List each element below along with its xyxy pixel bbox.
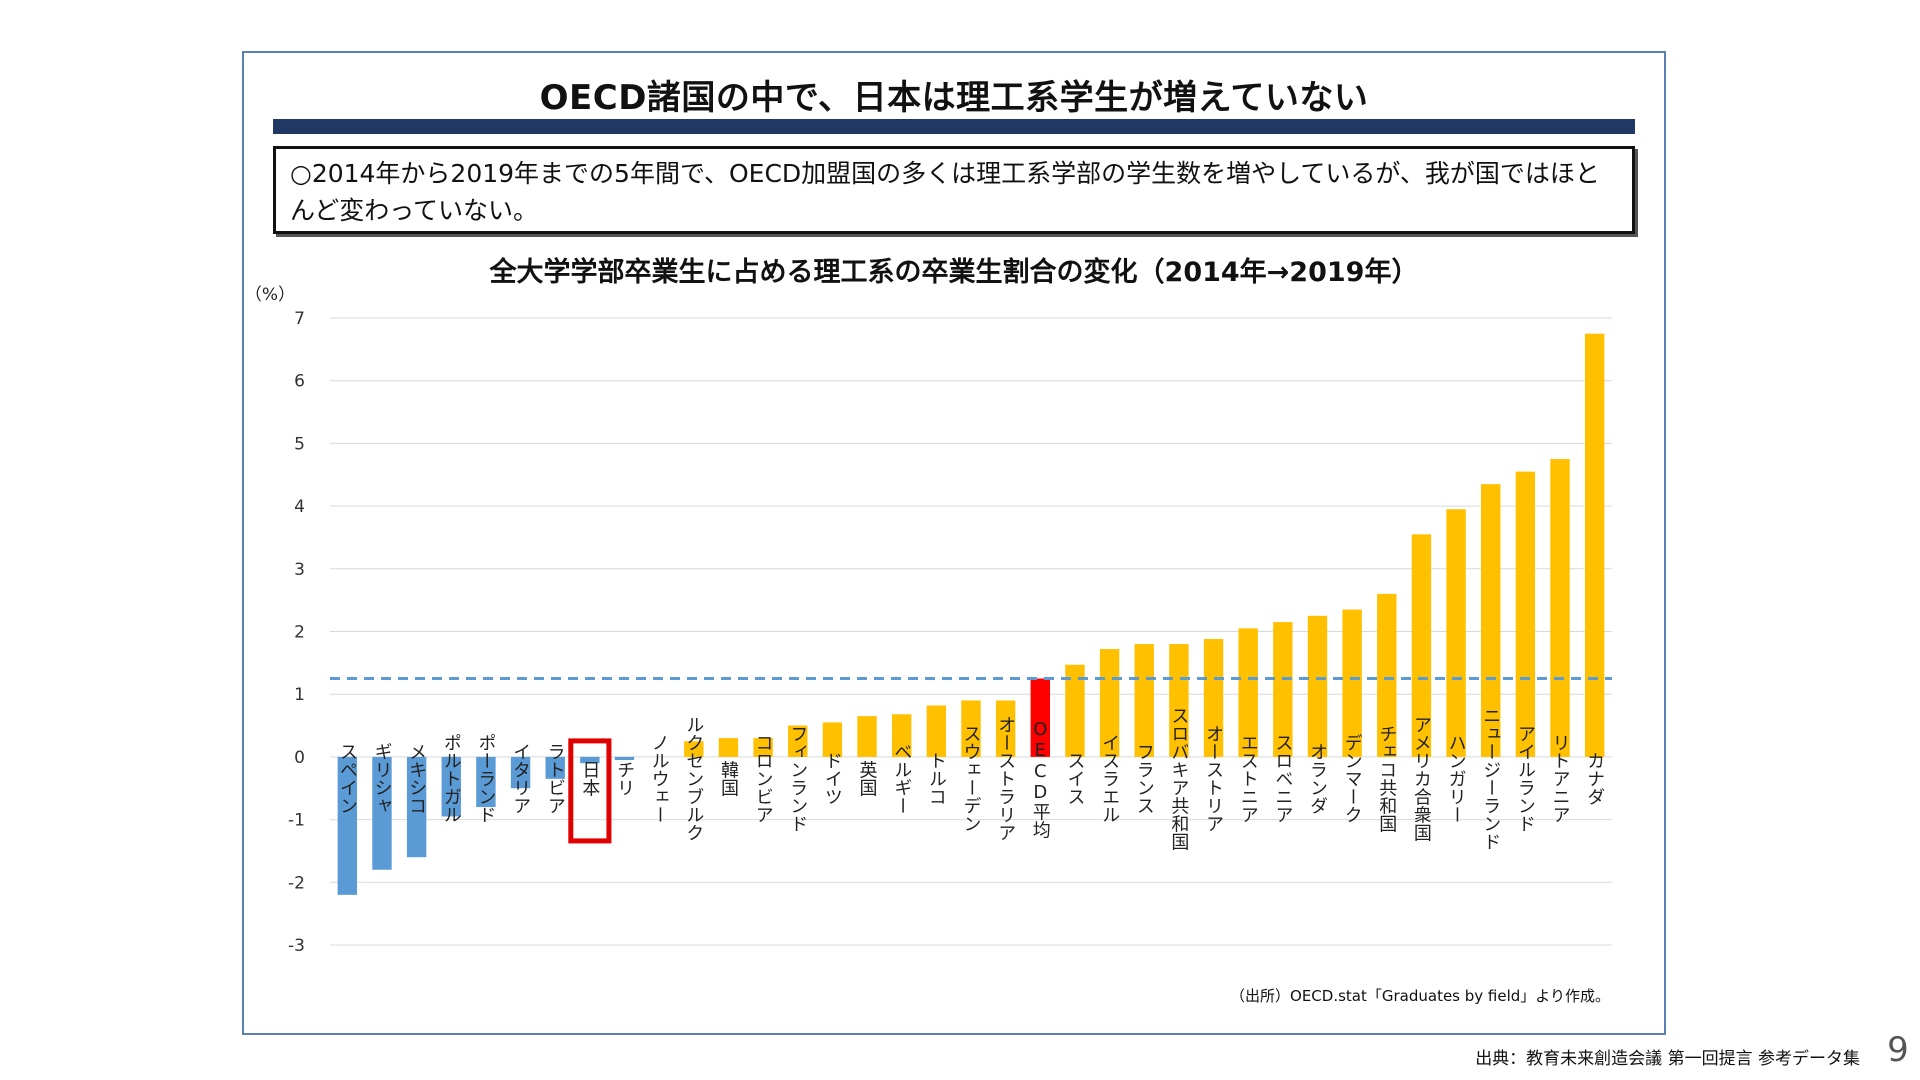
bar <box>1342 609 1362 757</box>
category-label: スウェーデン <box>961 725 982 833</box>
category-label: 日本 <box>579 761 600 797</box>
bar <box>961 700 981 757</box>
category-label: メキシコ <box>406 743 427 815</box>
category-label: 英国 <box>857 761 878 797</box>
slide-title: OECD諸国の中で、日本は理工系学生が増えていない <box>539 78 1369 118</box>
y-tick-label: -1 <box>288 811 305 831</box>
category-label: オーストラリア <box>995 716 1016 842</box>
category-label: スロベニア <box>1272 734 1293 824</box>
bar <box>476 756 496 808</box>
bar <box>1377 593 1397 757</box>
category-label: スイス <box>1064 752 1085 806</box>
category-label: オランダ <box>1307 743 1328 815</box>
category-label: デンマーク <box>1342 734 1363 824</box>
category-label: トルコ <box>926 752 947 806</box>
bar <box>753 738 773 757</box>
y-axis-label: （%） <box>245 285 295 305</box>
category-label: フランス <box>1134 743 1155 815</box>
bar <box>1584 333 1605 757</box>
category-label: チリ <box>614 761 635 797</box>
category-label: リトアニア <box>1550 734 1571 824</box>
bar <box>1550 459 1570 757</box>
bar <box>788 725 808 757</box>
category-label: OECD平均 <box>1030 719 1051 840</box>
bar <box>822 722 843 757</box>
bar <box>926 705 947 757</box>
category-label: スペイン <box>337 743 358 815</box>
bar <box>580 756 600 764</box>
y-tick-label: 7 <box>294 309 305 329</box>
bar <box>614 756 635 761</box>
bar <box>1411 534 1432 757</box>
y-tick-label: 3 <box>294 560 305 580</box>
category-label: ベルギー <box>891 743 912 815</box>
bar <box>1307 615 1328 757</box>
category-label: ラトビア <box>545 743 566 815</box>
bar <box>1099 649 1120 757</box>
summary-box: ○2014年から2019年までの5年間で、OECD加盟国の多くは理工系学部の学生… <box>273 146 1635 234</box>
category-label: ルクセンブルク <box>683 716 704 842</box>
category-label: 韓国 <box>718 761 739 797</box>
bar <box>1481 484 1501 757</box>
y-tick-label: 5 <box>294 434 305 454</box>
gridlines <box>330 317 1612 946</box>
bar <box>892 714 912 757</box>
y-tick-label: -2 <box>288 873 305 893</box>
category-label: カナダ <box>1584 752 1605 806</box>
footer-source: 出典：教育未来創造会議 第一回提言 参考データ集 <box>1475 1049 1860 1069</box>
bar <box>684 741 704 757</box>
bar <box>1030 678 1050 757</box>
title-underline-bar <box>273 119 1635 134</box>
bar <box>718 738 739 757</box>
category-label: ニュージーランド <box>1480 707 1501 851</box>
bar <box>995 700 1016 757</box>
bar <box>1515 471 1536 757</box>
category-label: オーストリア <box>1203 725 1224 833</box>
bar <box>510 756 531 789</box>
bar <box>441 756 461 817</box>
category-label: チェコ共和国 <box>1376 725 1397 833</box>
category-label: ハンガリー <box>1446 734 1467 824</box>
y-tick-label: 2 <box>294 623 305 643</box>
category-label: ポーランド <box>475 734 496 824</box>
chart-title: 全大学学部卒業生に占める理工系の卒業生割合の変化（2014年→2019年） <box>489 257 1419 288</box>
category-label: コロンビア <box>753 734 774 824</box>
y-tick-label: 0 <box>294 748 305 768</box>
bar <box>1134 644 1154 757</box>
y-axis-ticks: 7 6 5 4 3 2 1 0 -1 -2 -3 <box>288 309 305 956</box>
y-tick-label: 6 <box>294 372 305 392</box>
category-label: イタリア <box>510 743 531 815</box>
bar <box>1169 644 1189 757</box>
category-label: スロバキア共和国 <box>1168 707 1189 851</box>
japan-highlight-box <box>568 738 612 844</box>
y-tick-label: 1 <box>294 685 305 705</box>
bar <box>545 756 565 779</box>
y-tick-label: -3 <box>288 936 305 956</box>
category-label: フィンランド <box>787 725 808 833</box>
bar <box>372 756 392 870</box>
bar <box>1273 622 1293 757</box>
bar <box>1238 628 1258 757</box>
category-label: ドイツ <box>822 752 843 806</box>
category-label: ポルトガル <box>441 734 462 824</box>
source-note: （出所）OECD.stat「Graduates by field」より作成。 <box>1230 987 1610 1005</box>
category-labels: スペイン ギリシャ メキシコ ポルトガル ポーランド イタリア ラトビア 日本 チリ ノルウェール… <box>337 707 1605 851</box>
bar <box>337 756 358 895</box>
page-number: 9 <box>1887 1030 1909 1070</box>
bar <box>1446 509 1466 757</box>
category-label: アメリカ合衆国 <box>1411 716 1432 842</box>
category-label: ノルウェー <box>649 734 670 824</box>
bar <box>857 716 877 757</box>
bar <box>406 756 427 858</box>
bars <box>337 333 1605 895</box>
y-tick-label: 4 <box>294 497 305 517</box>
bar <box>1065 664 1085 757</box>
category-label: ギリシャ <box>371 743 392 815</box>
category-label: イスラエル <box>1099 734 1120 824</box>
bar <box>1203 639 1224 757</box>
category-label: アイルランド <box>1515 725 1536 833</box>
category-label: エストニア <box>1238 734 1259 824</box>
